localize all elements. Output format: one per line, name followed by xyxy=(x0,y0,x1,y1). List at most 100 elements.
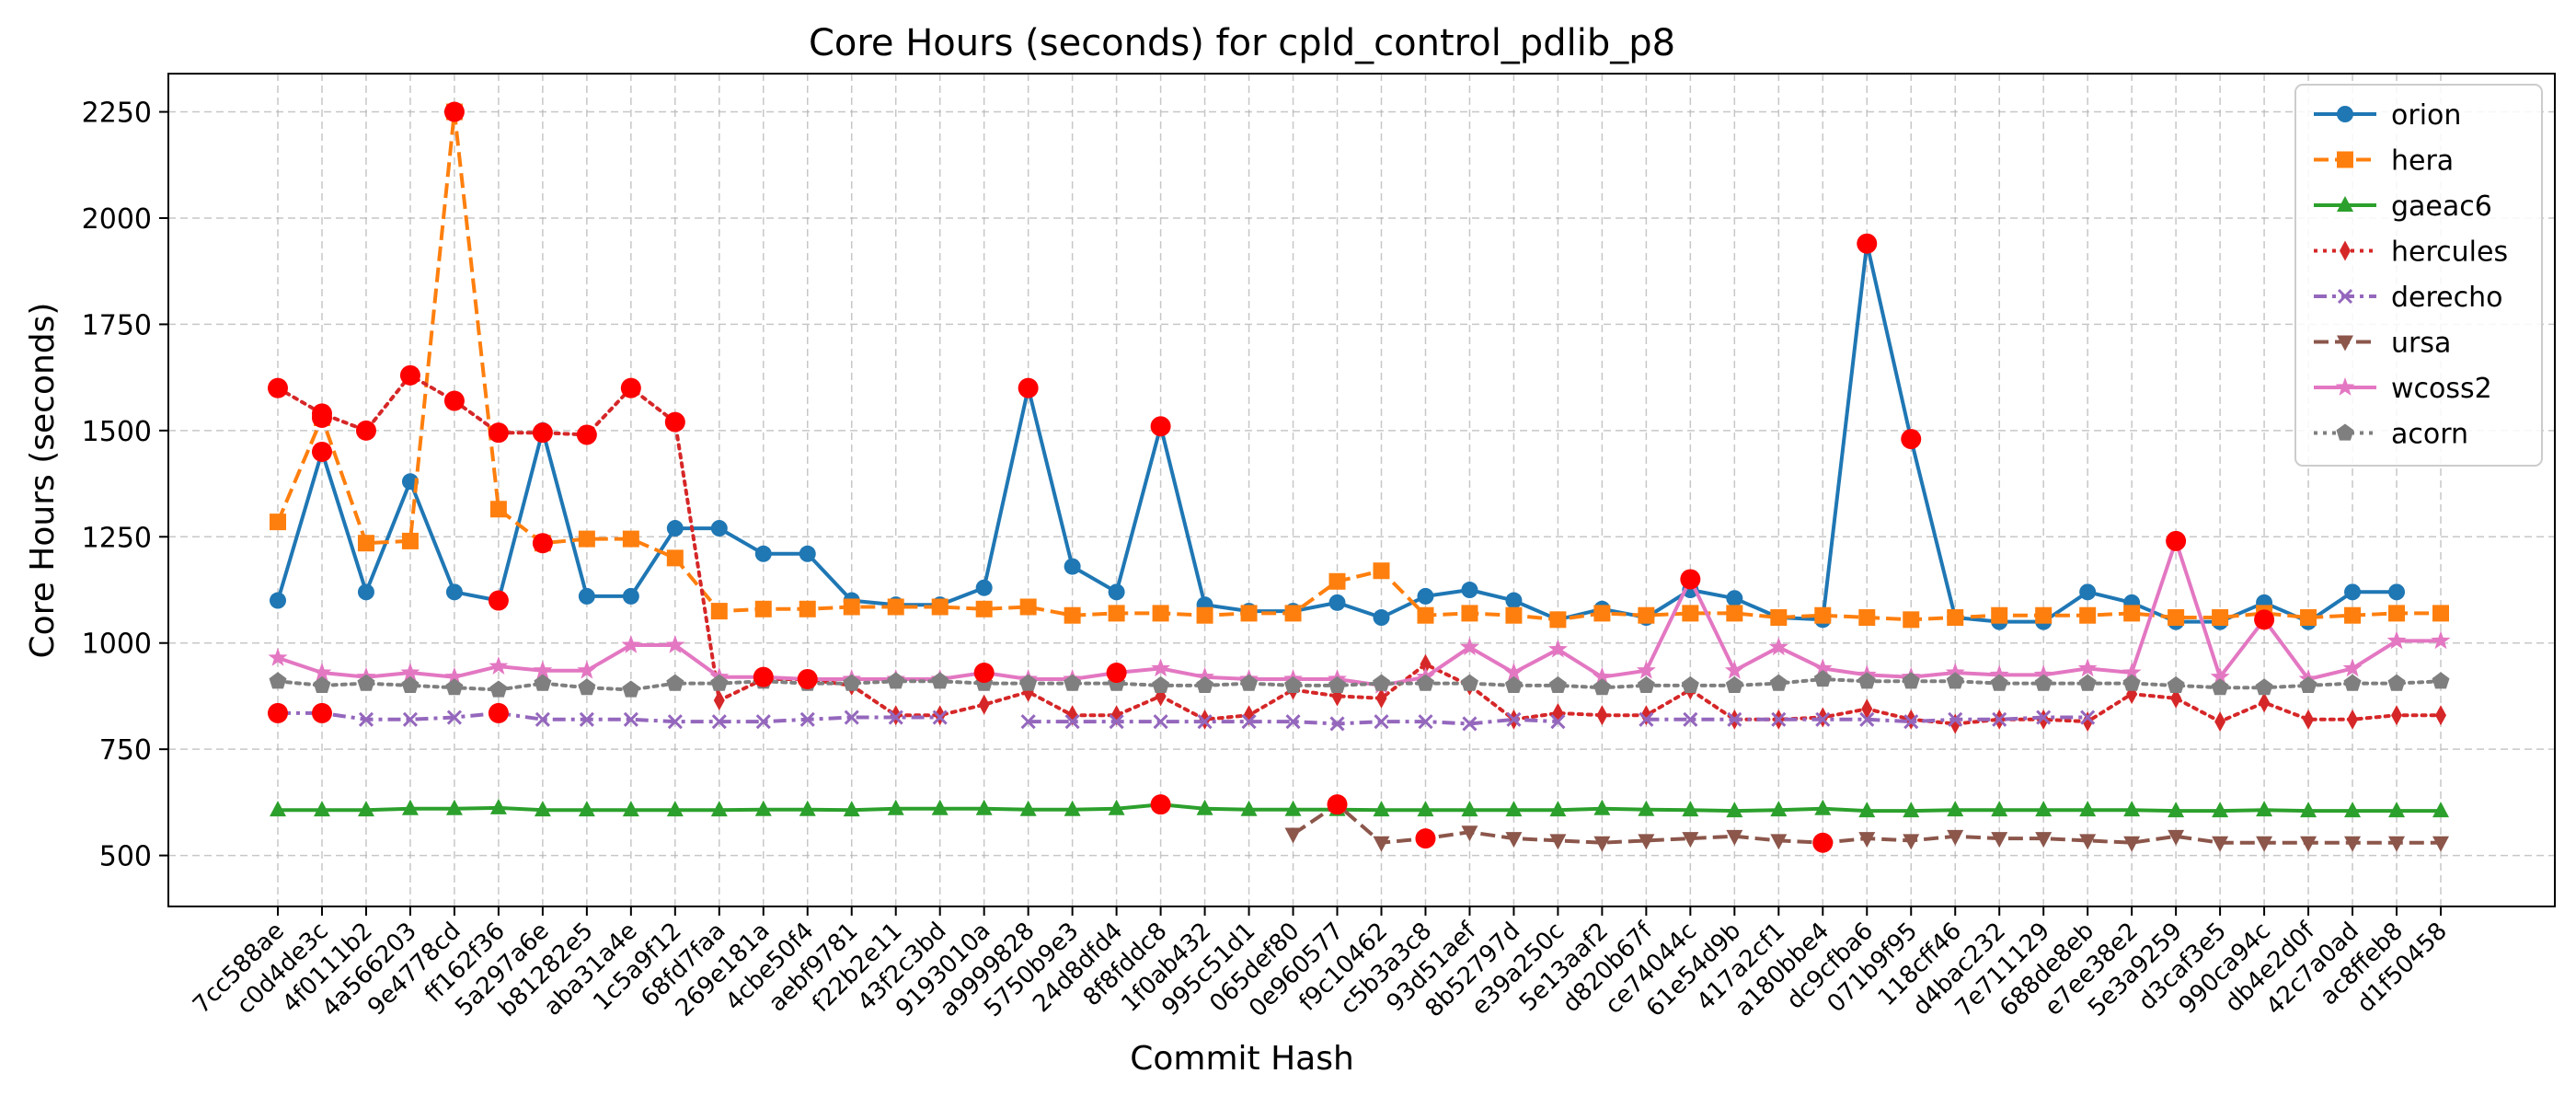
x-marker-stroke xyxy=(2036,710,2052,725)
data-point-gaeac6 xyxy=(313,801,330,817)
data-point-derecho xyxy=(932,710,948,725)
data-point-hera xyxy=(1947,609,1964,627)
highlight-point-ursa xyxy=(1415,828,1436,849)
data-point-hercules xyxy=(2259,692,2271,713)
data-point-acorn xyxy=(2078,674,2097,691)
data-point-gaeac6 xyxy=(2168,802,2185,818)
data-point-acorn xyxy=(1593,678,1611,696)
data-point-derecho xyxy=(579,711,594,727)
x-marker-stroke xyxy=(799,711,815,727)
data-point-gaeac6 xyxy=(1638,800,1655,816)
data-point-derecho xyxy=(1153,714,1168,730)
data-point-acorn xyxy=(269,672,287,689)
highlight-point-hercules xyxy=(488,422,509,444)
legend-entry-hera: hera xyxy=(2314,145,2454,178)
data-point-hercules xyxy=(978,694,990,715)
data-point-acorn xyxy=(2343,674,2362,691)
legend-label: hera xyxy=(2391,145,2454,178)
data-point-derecho xyxy=(1815,711,1831,727)
data-point-hercules xyxy=(1861,698,1873,720)
data-point-orion xyxy=(270,592,286,609)
data-point-hera xyxy=(1682,605,1699,622)
data-point-wcoss2 xyxy=(2077,658,2098,677)
data-point-gaeac6 xyxy=(1593,799,1611,815)
data-point-derecho xyxy=(623,711,638,727)
x-marker-stroke xyxy=(667,714,683,730)
highlight-point-orion xyxy=(1150,416,1171,437)
data-point-hera xyxy=(2035,606,2053,624)
data-point-gaeac6 xyxy=(887,799,904,815)
series-line-derecho xyxy=(278,710,940,724)
x-marker-stroke xyxy=(1241,714,1257,730)
data-point-hercules xyxy=(2391,705,2403,726)
data-point-derecho xyxy=(1020,714,1036,730)
x-marker-stroke xyxy=(1109,714,1124,730)
x-marker-stroke xyxy=(844,710,859,725)
data-point-gaeac6 xyxy=(2212,802,2229,818)
y-axis: 500 750 1000 1250 1500 1750 2000 2250 xyxy=(82,98,168,873)
data-point-hera xyxy=(401,532,419,549)
data-point-derecho xyxy=(2036,710,2052,725)
x-marker-stroke xyxy=(1418,714,1433,730)
data-point-gaeac6 xyxy=(2035,801,2053,817)
data-point-acorn xyxy=(1637,675,1655,693)
data-point-acorn xyxy=(313,675,331,693)
data-point-wcoss2 xyxy=(1724,660,1744,679)
data-point-wcoss2 xyxy=(533,660,553,679)
x-marker-stroke xyxy=(1153,714,1168,730)
data-point-acorn xyxy=(2432,672,2450,689)
data-point-derecho xyxy=(1948,711,1963,727)
grid-lines xyxy=(168,74,2555,906)
y-tick-label: 750 xyxy=(99,734,152,767)
data-point-ursa xyxy=(1284,827,1302,844)
data-point-derecho xyxy=(1285,714,1301,730)
data-point-wcoss2 xyxy=(1547,639,1568,658)
highlight-point-ursa xyxy=(1327,794,1348,815)
data-point-hera xyxy=(2212,609,2229,627)
data-point-orion xyxy=(2388,583,2406,601)
data-point-hera xyxy=(1108,605,1125,622)
highlight-point-orion xyxy=(1901,429,1922,450)
data-point-hera xyxy=(1814,606,1832,624)
x-marker-stroke xyxy=(1639,711,1654,727)
legend-entry-hercules: hercules xyxy=(2314,237,2508,269)
y-tick-label: 1000 xyxy=(82,629,152,661)
highlight-point-wcoss2 xyxy=(797,668,818,689)
data-point-derecho xyxy=(1374,714,1389,730)
legend-entry-ursa: ursa xyxy=(2314,328,2451,360)
data-point-gaeac6 xyxy=(1991,801,2008,817)
data-point-gaeac6 xyxy=(1505,801,1523,817)
data-point-derecho xyxy=(667,714,683,730)
data-point-acorn xyxy=(2255,678,2273,696)
data-point-hera xyxy=(1858,609,1876,627)
series-derecho xyxy=(270,705,2096,732)
data-point-wcoss2 xyxy=(444,666,465,686)
data-point-derecho xyxy=(888,710,903,725)
highlight-points xyxy=(268,101,2275,853)
data-point-wcoss2 xyxy=(1460,637,1479,656)
data-point-derecho xyxy=(755,714,771,730)
data-point-acorn xyxy=(710,674,729,691)
data-point-orion xyxy=(578,587,595,605)
data-point-gaeac6 xyxy=(1240,800,1258,816)
data-point-ursa xyxy=(2256,836,2273,852)
x-marker-stroke xyxy=(711,714,727,730)
data-point-hera xyxy=(1152,605,1169,622)
data-point-orion xyxy=(2079,583,2097,601)
data-point-orion xyxy=(2344,583,2362,601)
data-point-derecho xyxy=(1418,714,1433,730)
x-marker-stroke xyxy=(1506,711,1522,727)
chart-title: Core Hours (seconds) for cpld_control_pd… xyxy=(809,22,1675,64)
data-point-gaeac6 xyxy=(1947,801,1964,817)
data-point-orion xyxy=(1373,609,1390,627)
data-point-wcoss2 xyxy=(489,656,509,675)
data-point-acorn xyxy=(1857,672,1876,689)
data-point-hera xyxy=(2079,606,2097,624)
data-point-gaeac6 xyxy=(357,801,374,817)
data-point-hera xyxy=(887,598,904,616)
data-point-hercules xyxy=(1596,705,1608,726)
x-marker-stroke xyxy=(402,711,418,727)
data-point-hercules xyxy=(1420,653,1432,675)
data-point-gaeac6 xyxy=(2388,802,2406,818)
